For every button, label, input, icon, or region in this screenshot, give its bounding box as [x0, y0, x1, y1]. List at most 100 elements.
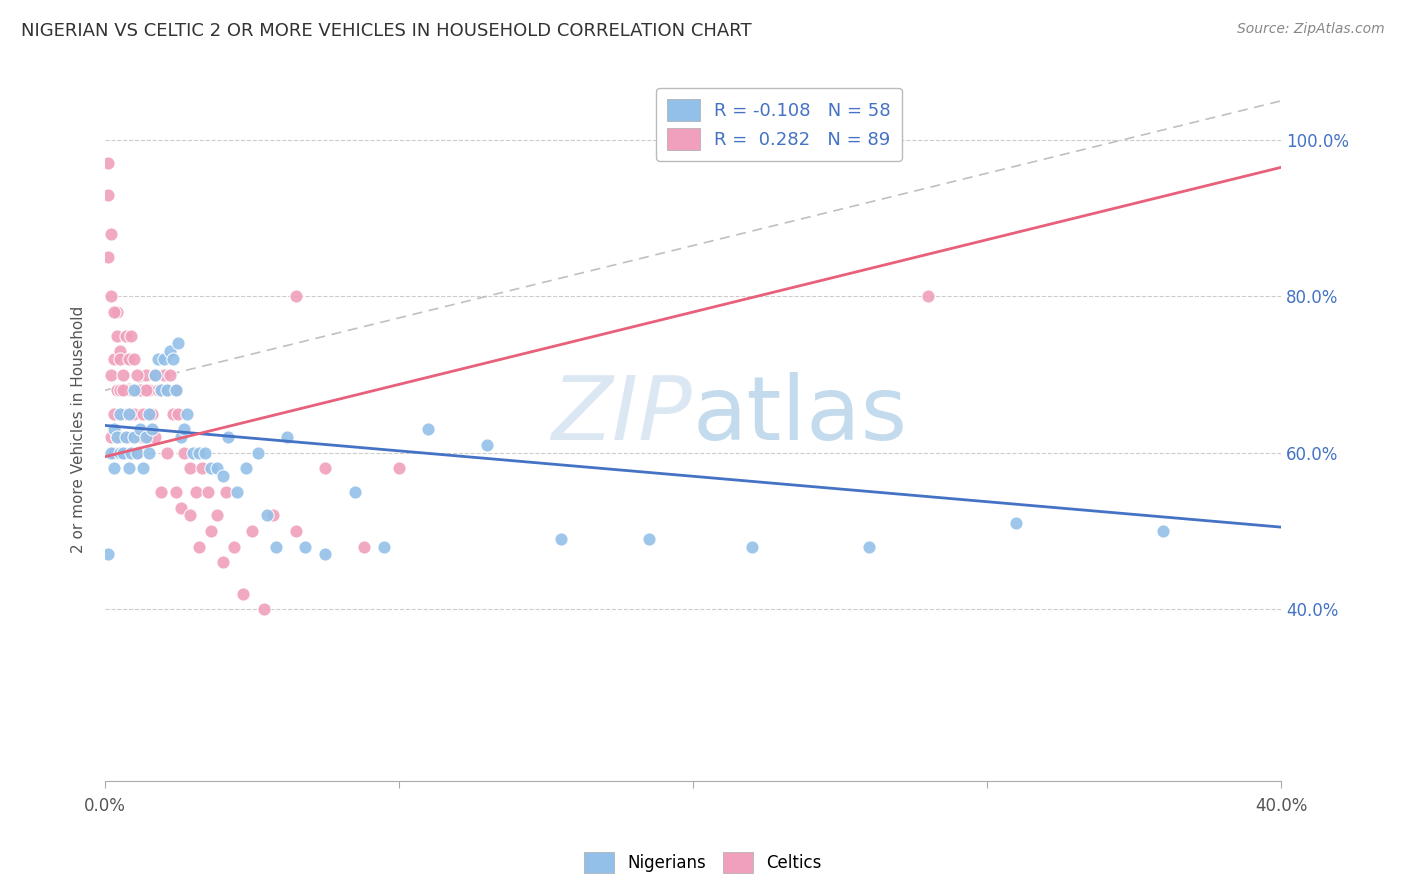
Point: [132, 461, 155, 475]
Point: [97, 187, 120, 202]
Point: [105, 328, 128, 343]
Point: [124, 430, 146, 444]
Point: [285, 524, 308, 538]
Point: [129, 384, 152, 398]
Point: [111, 446, 134, 460]
Point: [214, 484, 236, 499]
Point: [373, 540, 395, 554]
Point: [211, 469, 233, 483]
Point: [105, 305, 128, 319]
Point: [256, 508, 278, 523]
Point: [103, 422, 125, 436]
Point: [124, 351, 146, 366]
Point: [111, 384, 134, 398]
Point: [176, 407, 198, 421]
Point: [165, 384, 187, 398]
Point: [156, 446, 179, 460]
Point: [120, 328, 142, 343]
Point: [314, 461, 336, 475]
Point: [103, 351, 125, 366]
Point: [314, 548, 336, 562]
Text: NIGERIAN VS CELTIC 2 OR MORE VEHICLES IN HOUSEHOLD CORRELATION CHART: NIGERIAN VS CELTIC 2 OR MORE VEHICLES IN…: [21, 22, 752, 40]
Point: [232, 586, 254, 600]
Point: [111, 446, 134, 460]
Point: [103, 305, 125, 319]
Point: [108, 407, 131, 421]
Point: [138, 430, 160, 444]
Point: [200, 524, 222, 538]
Point: [179, 508, 201, 523]
Point: [114, 407, 136, 421]
Point: [162, 407, 184, 421]
Point: [159, 344, 181, 359]
Point: [127, 368, 149, 382]
Point: [135, 368, 157, 382]
Point: [143, 368, 166, 382]
Point: [246, 446, 269, 460]
Point: [205, 508, 228, 523]
Point: [141, 407, 163, 421]
Point: [141, 422, 163, 436]
Point: [114, 430, 136, 444]
Point: [129, 422, 152, 436]
Point: [205, 461, 228, 475]
Point: [103, 446, 125, 460]
Point: [100, 289, 122, 303]
Point: [165, 484, 187, 499]
Point: [353, 540, 375, 554]
Point: [97, 548, 120, 562]
Point: [418, 422, 440, 436]
Point: [173, 422, 195, 436]
Point: [138, 446, 160, 460]
Point: [152, 368, 174, 382]
Point: [276, 430, 298, 444]
Point: [127, 384, 149, 398]
Point: [194, 446, 217, 460]
Point: [343, 484, 366, 499]
Point: [114, 328, 136, 343]
Point: [181, 446, 204, 460]
Point: [550, 532, 572, 546]
Point: [120, 446, 142, 460]
Text: atlas: atlas: [693, 372, 908, 458]
Point: [117, 407, 139, 421]
Point: [211, 555, 233, 569]
Point: [143, 368, 166, 382]
Point: [127, 446, 149, 460]
Point: [108, 351, 131, 366]
Text: ZIP: ZIP: [553, 372, 693, 458]
Point: [173, 446, 195, 460]
Point: [108, 344, 131, 359]
Point: [167, 336, 190, 351]
Point: [638, 532, 661, 546]
Point: [170, 430, 193, 444]
Point: [129, 430, 152, 444]
Point: [149, 484, 172, 499]
Point: [132, 430, 155, 444]
Point: [117, 407, 139, 421]
Point: [200, 461, 222, 475]
Point: [235, 461, 257, 475]
Point: [141, 407, 163, 421]
Point: [170, 500, 193, 515]
Point: [120, 384, 142, 398]
Point: [179, 461, 201, 475]
Point: [165, 384, 187, 398]
Point: [124, 407, 146, 421]
Point: [156, 384, 179, 398]
Point: [217, 430, 239, 444]
Point: [117, 351, 139, 366]
Point: [858, 540, 880, 554]
Point: [1005, 516, 1028, 531]
Point: [191, 461, 214, 475]
Point: [159, 368, 181, 382]
Point: [167, 407, 190, 421]
Point: [111, 368, 134, 382]
Point: [146, 384, 169, 398]
Point: [138, 384, 160, 398]
Point: [103, 407, 125, 421]
Point: [152, 351, 174, 366]
Point: [188, 540, 211, 554]
Point: [100, 368, 122, 382]
Point: [1152, 524, 1174, 538]
